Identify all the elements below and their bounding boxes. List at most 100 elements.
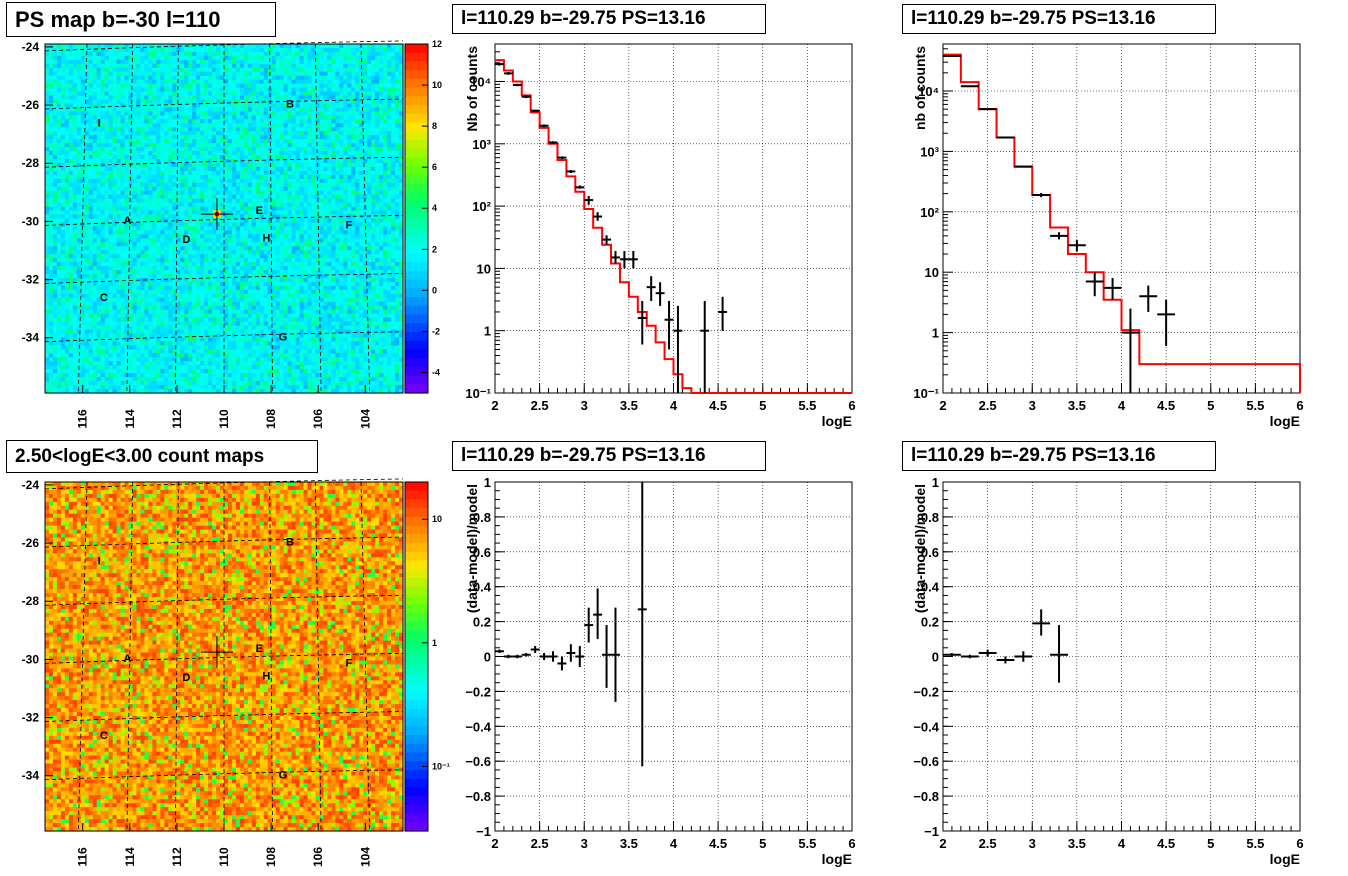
map-grid-lat (44, 156, 404, 168)
data-point (1050, 625, 1068, 683)
palette-tick-label: 4 (432, 203, 437, 213)
palette-cell (405, 262, 428, 272)
map-grid-lat (44, 536, 404, 548)
x-tick-label: 5.5 (1246, 836, 1264, 851)
data-point (1103, 278, 1122, 300)
map-xtick-label: 108 (264, 847, 278, 867)
palette-cell (405, 305, 428, 316)
data-point (1032, 192, 1051, 198)
map-ytick-label: -24 (22, 478, 40, 492)
x-tick-label: 2 (491, 836, 498, 851)
x-tick-label: 4 (1118, 836, 1126, 851)
data-point (566, 169, 576, 173)
map-ytick-label: -28 (22, 156, 40, 170)
palette-cell (405, 787, 428, 797)
palette-tick-label: 6 (432, 162, 437, 172)
map-xtick-label: 106 (311, 847, 325, 867)
palette-cell (405, 822, 428, 832)
map-xtick-label: 110 (217, 409, 231, 429)
data-point (1032, 609, 1051, 636)
data-point (978, 108, 997, 111)
palette-cell (405, 656, 428, 666)
map-xtick-label: 112 (170, 847, 184, 867)
spec2-title: l=110.29 b=-29.75 PS=13.16 (902, 4, 1216, 34)
source-label: I (98, 556, 101, 568)
map-grid-lon (269, 481, 273, 832)
psmap-title: PS map b=-30 l=110 (6, 2, 276, 37)
palette-cell (405, 297, 428, 307)
palette-cell (405, 534, 428, 544)
palette-cell (405, 270, 428, 281)
palette-cell (405, 192, 428, 202)
palette-cell (405, 157, 428, 167)
palette-cell (405, 621, 428, 631)
x-tick-label: 2 (939, 398, 946, 413)
map-grid-lon (77, 481, 88, 832)
y-tick-label: −0.8 (913, 789, 939, 804)
data-point (1157, 299, 1176, 346)
y-tick-label: 1 (484, 324, 491, 339)
x-tick-label: 6 (848, 398, 855, 413)
x-tick-label: 5.5 (1246, 398, 1264, 413)
x-tick-label: 5 (759, 836, 766, 851)
source-label: B (286, 99, 294, 111)
palette-cell (405, 122, 428, 132)
palette-tick-label: 0 (432, 285, 437, 295)
palette-cell (405, 595, 428, 605)
data-point (503, 72, 513, 75)
data-point (637, 482, 647, 767)
data-point (557, 156, 567, 160)
data-point (495, 649, 504, 654)
source-label: C (100, 730, 108, 742)
map-xtick-label: 106 (311, 409, 325, 429)
x-axis-label: logE (1270, 851, 1300, 867)
map-grid-lat (44, 769, 404, 781)
x-tick-label: 6 (1296, 398, 1303, 413)
y-tick-label: 10⁻¹ (465, 386, 491, 401)
source-label: I (98, 118, 101, 130)
y-tick-label: 0.4 (921, 580, 940, 595)
data-point (548, 141, 558, 144)
resid1-title: l=110.29 b=-29.75 PS=13.16 (452, 441, 766, 471)
palette-cell (405, 499, 428, 509)
map-grid-lat (44, 711, 404, 722)
x-tick-label: 3 (581, 398, 588, 413)
y-axis-label: (data-model)/model (912, 484, 928, 613)
source-label: B (286, 537, 294, 549)
map-ytick-label: -30 (22, 652, 40, 666)
data-point (619, 251, 629, 269)
palette-cell (405, 577, 428, 588)
data-point (575, 185, 585, 189)
model-histogram (943, 53, 1301, 393)
x-tick-label: 4.5 (1157, 398, 1175, 413)
source-label: F (345, 657, 352, 669)
x-tick-label: 5 (759, 398, 766, 413)
palette-cell (405, 700, 428, 710)
map-xtick-label: 112 (170, 409, 184, 429)
y-tick-label: 0.8 (921, 510, 939, 525)
spec2-chart: 2 2.5 3 3.5 4 4.5 5 5.5 6 10⁻¹ 1 10 10² 10³ 10⁴ logE nb … (912, 43, 1304, 429)
x-tick-label: 5.5 (798, 398, 816, 413)
resid2-chart: 2 2.5 3 3.5 4 4.5 5 5.5 6 −1 −0.8 −0.6 −0.4 −0.2 0 0.2 0… (912, 475, 1304, 867)
x-tick-label: 4 (1118, 398, 1126, 413)
model-histogram (495, 59, 852, 394)
data-point (602, 625, 612, 688)
x-tick-label: 3.5 (620, 398, 638, 413)
palette-cell (405, 78, 428, 89)
y-axis-label: (data-model)/model (464, 484, 480, 613)
map-grid-lon (314, 43, 322, 394)
palette-cell (405, 665, 428, 675)
x-tick-label: 5.5 (798, 836, 816, 851)
x-tick-label: 3.5 (620, 836, 638, 851)
data-point (637, 300, 647, 345)
x-tick-label: 2.5 (531, 836, 549, 851)
palette-cell (405, 113, 428, 124)
palette-cell (405, 366, 428, 377)
palette-cell (405, 604, 428, 614)
palette-cell (405, 375, 428, 385)
palette-cell (405, 682, 428, 692)
palette-cell (405, 70, 428, 80)
palette-cell (405, 139, 428, 150)
x-tick-label: 6 (1296, 836, 1303, 851)
data-point (1085, 272, 1104, 297)
